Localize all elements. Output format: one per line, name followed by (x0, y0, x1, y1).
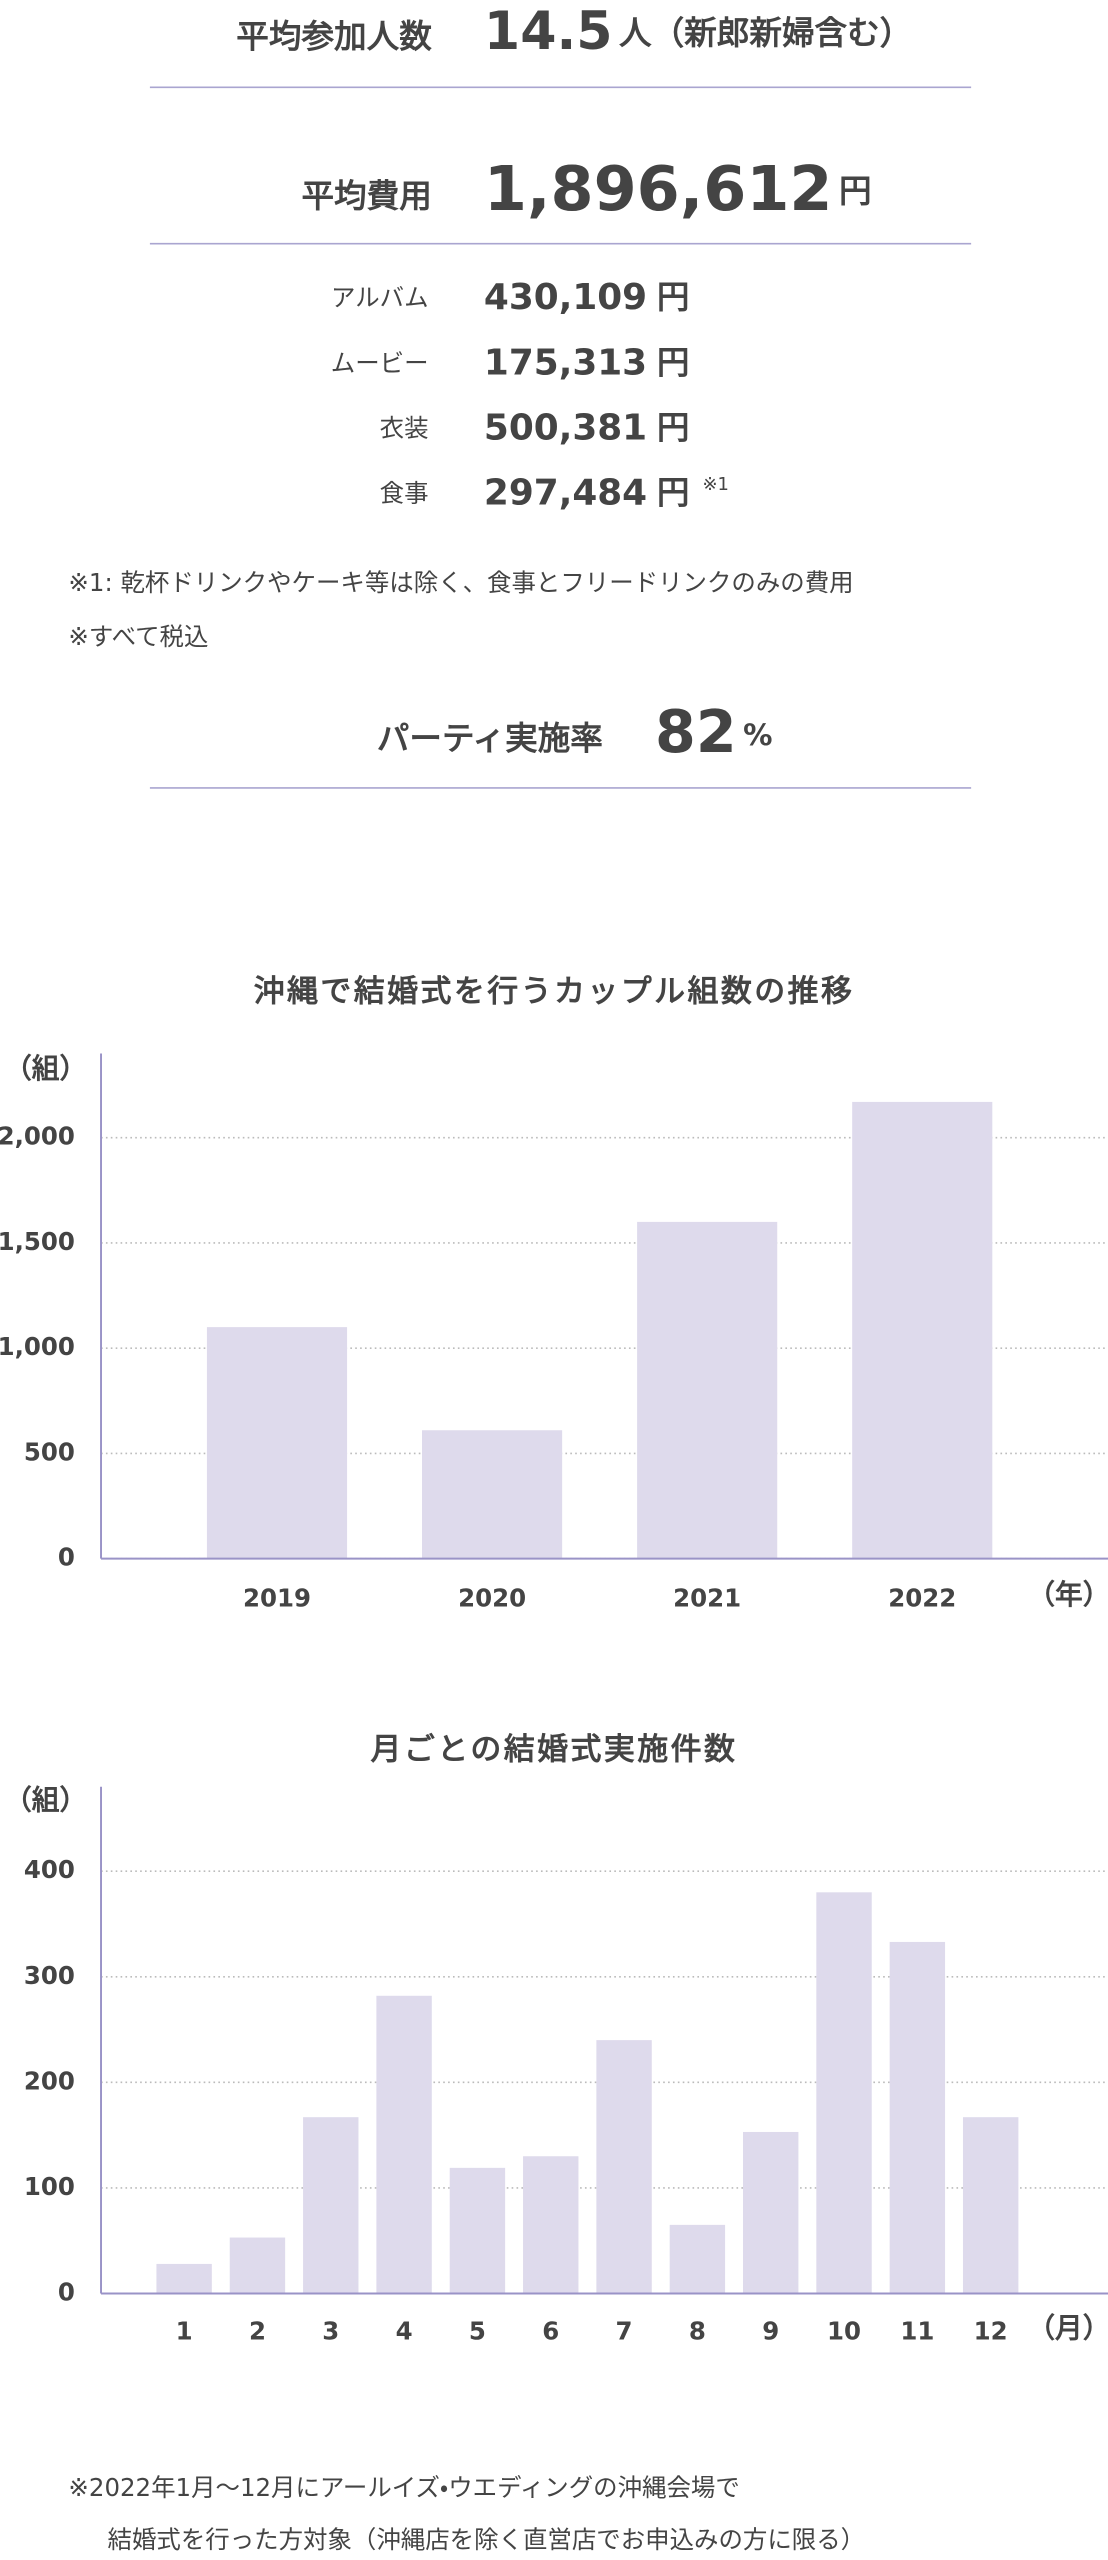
y-tick-label: 500 (24, 1437, 75, 1466)
cost-item-value-group: 500,381 円 (484, 407, 690, 448)
x-tick-label: 11 (900, 2317, 934, 2346)
bar (637, 1221, 778, 1559)
footnote: ※2022年1月～12月にアールイズ・ウエディングの沖縄会場で (68, 2473, 739, 2502)
bar (889, 1941, 946, 2294)
x-tick-label: 2021 (673, 1583, 741, 1612)
cost-item-value-group: 430,109 円 (484, 277, 690, 318)
bar (743, 2131, 799, 2294)
cost-item-value: 430,109 (484, 277, 647, 318)
stat-unit: % (743, 717, 772, 751)
cost-item-value-group: 175,313 円 (484, 342, 690, 383)
bar (449, 2167, 506, 2294)
stat-label: 平均費用 (301, 177, 431, 215)
x-tick-label: 1 (176, 2317, 193, 2346)
cost-item-note: ※1 (703, 474, 729, 495)
x-tick-label: 12 (974, 2317, 1008, 2346)
stat-unit: 円 (839, 172, 872, 210)
bar (962, 2117, 1019, 2294)
bar (669, 2224, 726, 2294)
cost-item-label: 食事 (380, 479, 429, 508)
y-tick-label: 400 (24, 1855, 75, 1884)
stat-value-group: 1,896,612 円 (484, 153, 872, 225)
bar (156, 2263, 212, 2294)
x-unit-label: （月） (1027, 2311, 1108, 2344)
stat-value: 14.5 (484, 2, 613, 62)
chart-title: 沖縄で結婚式を行うカップル組数の推移 (254, 974, 855, 1010)
y-tick-label: 0 (58, 1543, 75, 1572)
y-tick-label: 200 (24, 2066, 75, 2095)
x-tick-label: 2019 (243, 1583, 311, 1612)
x-tick-label: 4 (396, 2317, 413, 2346)
stat-unit: 人（新郎新婦含む） (619, 14, 912, 52)
bar (206, 1327, 348, 1559)
x-unit-label: （年） (1027, 1578, 1108, 1611)
cost-item-value: 297,484 (484, 473, 647, 514)
y-tick-label: 0 (58, 2277, 75, 2306)
stat-value-group: 82% (655, 698, 773, 766)
x-tick-label: 2020 (458, 1583, 526, 1612)
bar (376, 1995, 432, 2294)
bar (816, 1892, 872, 2294)
bar (523, 2156, 579, 2294)
bar (229, 2237, 286, 2294)
bar (852, 1101, 993, 1559)
x-tick-label: 2 (249, 2317, 266, 2346)
cost-item-value-group: 297,484 円 ※1 (484, 473, 729, 514)
cost-item-unit: 円 (657, 408, 690, 446)
x-tick-label: 2022 (888, 1583, 956, 1612)
note: ※すべて税込 (68, 622, 208, 651)
cost-item-unit: 円 (657, 343, 690, 381)
cost-item-value: 500,381 (484, 407, 647, 448)
y-tick-label: 2,000 (0, 1122, 75, 1151)
y-unit-label: （組） (4, 1783, 87, 1816)
y-tick-label: 300 (24, 1961, 75, 1990)
x-tick-label: 6 (542, 2317, 559, 2346)
y-tick-label: 100 (24, 2172, 75, 2201)
y-tick-label: 1,500 (0, 1227, 75, 1256)
cost-item-value: 175,313 (484, 342, 647, 383)
cost-item-unit: 円 (657, 474, 690, 512)
chart-title: 月ごとの結婚式実施件数 (371, 1731, 738, 1767)
stat-value: 82 (655, 698, 737, 766)
stat-value: 1,896,612 (484, 153, 833, 225)
cost-item-label: アルバム (331, 283, 429, 312)
bar (422, 1430, 563, 1559)
cost-item-label: ムービー (331, 348, 429, 377)
x-tick-label: 5 (469, 2317, 486, 2346)
x-tick-label: 8 (689, 2317, 706, 2346)
bar (596, 2040, 652, 2294)
note: ※1: 乾杯ドリンクやケーキ等は除く、食事とフリードリンクのみの費用 (68, 568, 853, 597)
stat-label: パーティ実施率 (377, 720, 603, 758)
y-tick-label: 1,000 (0, 1332, 75, 1361)
stat-value-group: 14.5 人（新郎新婦含む） (484, 2, 912, 62)
x-tick-label: 10 (827, 2317, 861, 2346)
footnote: 結婚式を行った方対象（沖縄店を除く直営店でお申込みの方に限る） (108, 2525, 866, 2554)
cost-item-unit: 円 (657, 278, 690, 316)
stat-label: 平均参加人数 (236, 17, 432, 55)
cost-item-label: 衣装 (380, 413, 429, 442)
y-unit-label: （組） (4, 1052, 87, 1085)
x-tick-label: 7 (616, 2317, 633, 2346)
bar (303, 2117, 359, 2294)
x-tick-label: 3 (322, 2317, 339, 2346)
x-tick-label: 9 (762, 2317, 779, 2346)
